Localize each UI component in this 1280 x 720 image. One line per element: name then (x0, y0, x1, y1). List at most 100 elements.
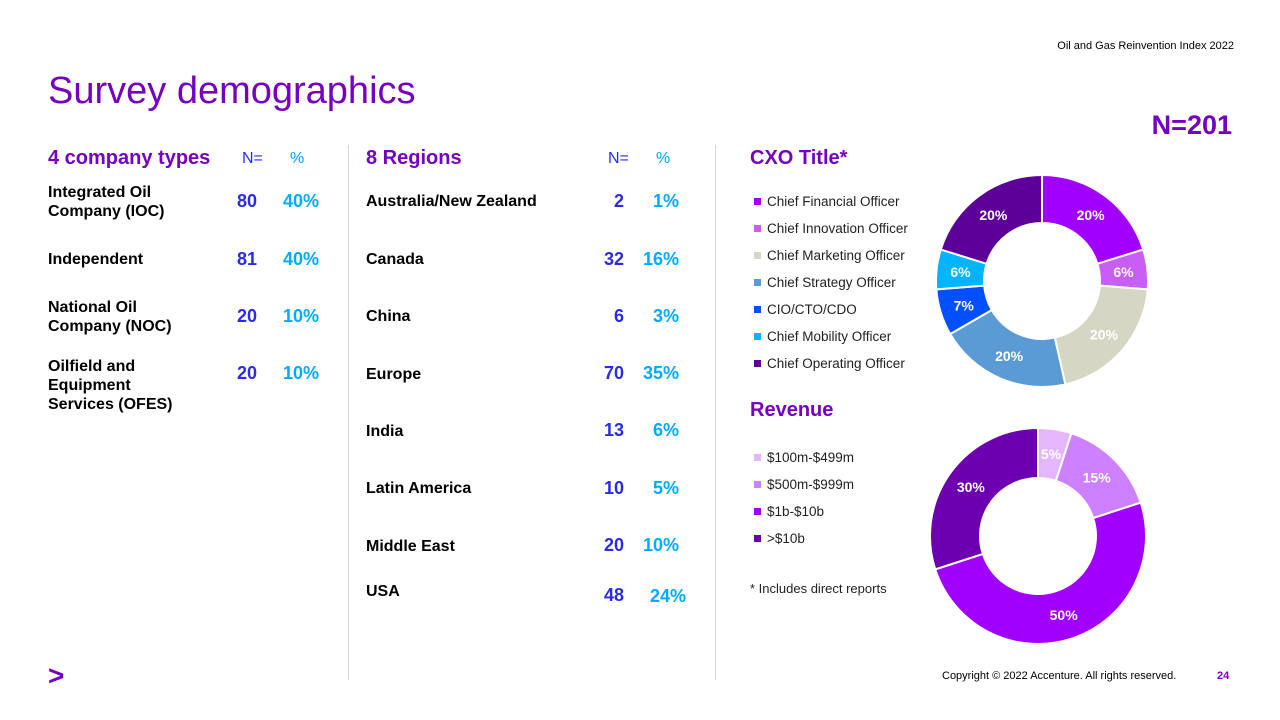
legend-swatch (754, 306, 761, 313)
company-types-pct-header: % (290, 150, 305, 167)
legend-label: $1b-$10b (767, 504, 825, 519)
region-n: 20 (603, 535, 624, 555)
legend-item: >$10b (754, 525, 854, 552)
slice-label-100m-499m: 5% (1041, 446, 1062, 462)
legend-item: Chief Innovation Officer (754, 215, 908, 242)
copyright: Copyright © 2022 Accenture. All rights r… (942, 670, 1177, 682)
regions-n-header: N= (608, 150, 629, 167)
region-label: Canada (366, 251, 424, 268)
region-n: 48 (603, 585, 624, 605)
legend-swatch (754, 279, 761, 286)
legend-swatch (754, 252, 761, 259)
legend-swatch (754, 481, 761, 488)
legend-label: Chief Strategy Officer (767, 275, 896, 290)
legend-label: >$10b (767, 531, 805, 546)
slice-label-1b-10b: 50% (1050, 607, 1079, 623)
company-type-pct: 10% (282, 363, 319, 383)
legend-item: Chief Mobility Officer (754, 323, 908, 350)
legend-label: Chief Operating Officer (767, 356, 905, 371)
region-n: 10 (603, 478, 624, 498)
legend-swatch (754, 225, 761, 232)
cxo-chart-title: CXO Title* (750, 147, 848, 169)
legend-item: CIO/CTO/CDO (754, 296, 908, 323)
region-n: 13 (603, 420, 624, 440)
slice-label-chief-marketing-officer: 20% (1090, 327, 1119, 343)
company-types-title: 4 company types (48, 147, 211, 169)
slice-label-chief-financial-officer: 20% (1077, 207, 1106, 223)
legend-label: Chief Innovation Officer (767, 221, 908, 236)
legend-item: $1b-$10b (754, 498, 854, 525)
company-types-n-header: N= (242, 150, 263, 167)
revenue-legend: $100m-$499m $500m-$999m $1b-$10b >$10b (754, 444, 854, 552)
region-pct: 10% (642, 535, 679, 555)
region-pct: 5% (652, 478, 679, 498)
region-pct: 1% (652, 191, 679, 211)
company-type-n: 20 (236, 363, 257, 383)
page-number: 24 (1217, 670, 1230, 682)
legend-label: CIO/CTO/CDO (767, 302, 857, 317)
region-label: Middle East (366, 538, 455, 555)
regions-title: 8 Regions (366, 147, 462, 169)
legend-item: $500m-$999m (754, 471, 854, 498)
legend-item: Chief Operating Officer (754, 350, 908, 377)
company-type-pct: 10% (282, 306, 319, 326)
company-type-n: 80 (236, 191, 257, 211)
report-name: Oil and Gas Reinvention Index 2022 (1057, 40, 1234, 52)
company-type-n: 20 (236, 306, 257, 326)
slice-chief-operating-officer (939, 173, 1043, 266)
region-n: 70 (603, 363, 624, 383)
slice-1b-10b (934, 501, 1147, 645)
revenue-donut-chart: 5% 15% 50% 30% (929, 426, 1147, 645)
region-n: 6 (613, 306, 624, 326)
accenture-logo: > (48, 660, 65, 691)
region-pct: 16% (642, 249, 679, 269)
slice-label-cio-cto-cdo: 7% (954, 297, 975, 313)
slice-label-chief-operating-officer: 20% (979, 207, 1008, 223)
slice-label-chief-innovation-officer: 6% (1113, 264, 1134, 280)
legend-label: Chief Financial Officer (767, 194, 900, 209)
legend-swatch (754, 198, 761, 205)
cxo-legend: Chief Financial Officer Chief Innovation … (754, 188, 908, 377)
slice-label-10b: 30% (957, 479, 986, 495)
region-label: India (366, 423, 404, 440)
legend-label: Chief Marketing Officer (767, 248, 905, 263)
slice-label-chief-mobility-officer: 6% (950, 264, 971, 280)
region-pct: 35% (642, 363, 679, 383)
legend-label: $500m-$999m (767, 477, 855, 492)
region-label: Australia/New Zealand (366, 193, 537, 210)
section-divider (715, 145, 716, 680)
region-pct: 24% (649, 586, 686, 606)
total-sample-size: N=201 (1151, 110, 1232, 140)
slice-label-chief-strategy-officer: 20% (995, 348, 1024, 364)
region-label: Europe (366, 366, 422, 383)
legend-item: $100m-$499m (754, 444, 854, 471)
legend-swatch (754, 360, 761, 367)
legend-item: Chief Marketing Officer (754, 242, 908, 269)
page-title: Survey demographics (48, 70, 416, 112)
region-label: Latin America (366, 480, 472, 497)
regions-pct-header: % (656, 150, 671, 167)
region-n: 32 (603, 249, 624, 269)
region-pct: 3% (652, 306, 679, 326)
company-type-n: 81 (236, 249, 257, 269)
cxo-donut-chart: 20% 6% 20% 20% 7% 6% 20% (935, 173, 1149, 388)
region-label: China (366, 308, 411, 325)
company-type-label: Oilfield and Equipment Services (OFES) (48, 358, 173, 413)
legend-label: Chief Mobility Officer (767, 329, 892, 344)
company-type-label: National Oil Company (NOC) (48, 299, 172, 335)
footnote: * Includes direct reports (750, 581, 887, 596)
slice-10b (929, 426, 1039, 571)
region-label: USA (366, 583, 400, 600)
company-type-pct: 40% (282, 191, 319, 211)
legend-swatch (754, 508, 761, 515)
slice-label-500m-999m: 15% (1083, 469, 1112, 485)
legend-swatch (754, 535, 761, 542)
legend-label: $100m-$499m (767, 450, 855, 465)
legend-swatch (754, 454, 761, 461)
legend-item: Chief Strategy Officer (754, 269, 908, 296)
legend-item: Chief Financial Officer (754, 188, 908, 215)
company-type-label: Integrated Oil Company (IOC) (48, 184, 165, 220)
company-type-pct: 40% (282, 249, 319, 269)
legend-swatch (754, 333, 761, 340)
section-divider (348, 145, 349, 680)
